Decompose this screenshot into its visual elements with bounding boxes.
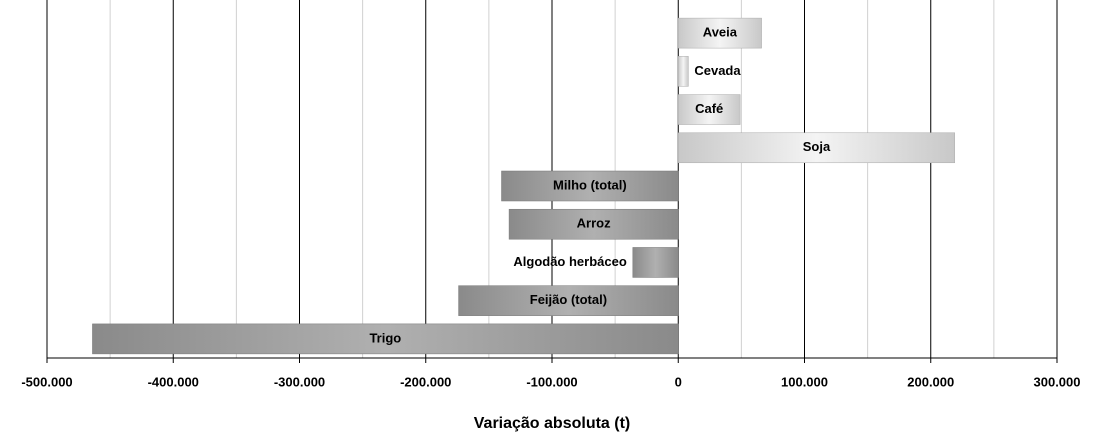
x-tick-label: 0 (675, 374, 682, 389)
bar-label: Café (695, 101, 723, 116)
x-tick-label: 200.000 (907, 374, 954, 389)
bar (508, 208, 679, 240)
x-tick-label: -400.000 (148, 374, 199, 389)
x-axis-title: Variação absoluta (t) (474, 415, 631, 432)
bar-label: Arroz (577, 216, 611, 231)
x-tick-label: -500.000 (21, 374, 72, 389)
bar (92, 323, 679, 355)
x-tick-label: -300.000 (274, 374, 325, 389)
bar (678, 94, 741, 125)
bar-label: Milho (total) (553, 177, 627, 192)
bar-label: Algodão herbáceo (513, 254, 626, 269)
x-tick-label: 100.000 (781, 374, 828, 389)
bar (678, 56, 689, 87)
bar (632, 247, 679, 278)
bar (678, 17, 762, 49)
bar (678, 132, 955, 164)
x-tick-label: -200.000 (400, 374, 451, 389)
bar (458, 285, 679, 316)
x-tick-label: 300.000 (1034, 374, 1081, 389)
bar-label: Feijão (total) (530, 292, 607, 307)
bar-label: Trigo (369, 330, 401, 345)
bar-label: Aveia (703, 25, 738, 40)
x-tick-label: -100.000 (526, 374, 577, 389)
bar-label: Cevada (694, 63, 741, 78)
bar-label: Soja (803, 139, 831, 154)
bar (501, 170, 679, 202)
